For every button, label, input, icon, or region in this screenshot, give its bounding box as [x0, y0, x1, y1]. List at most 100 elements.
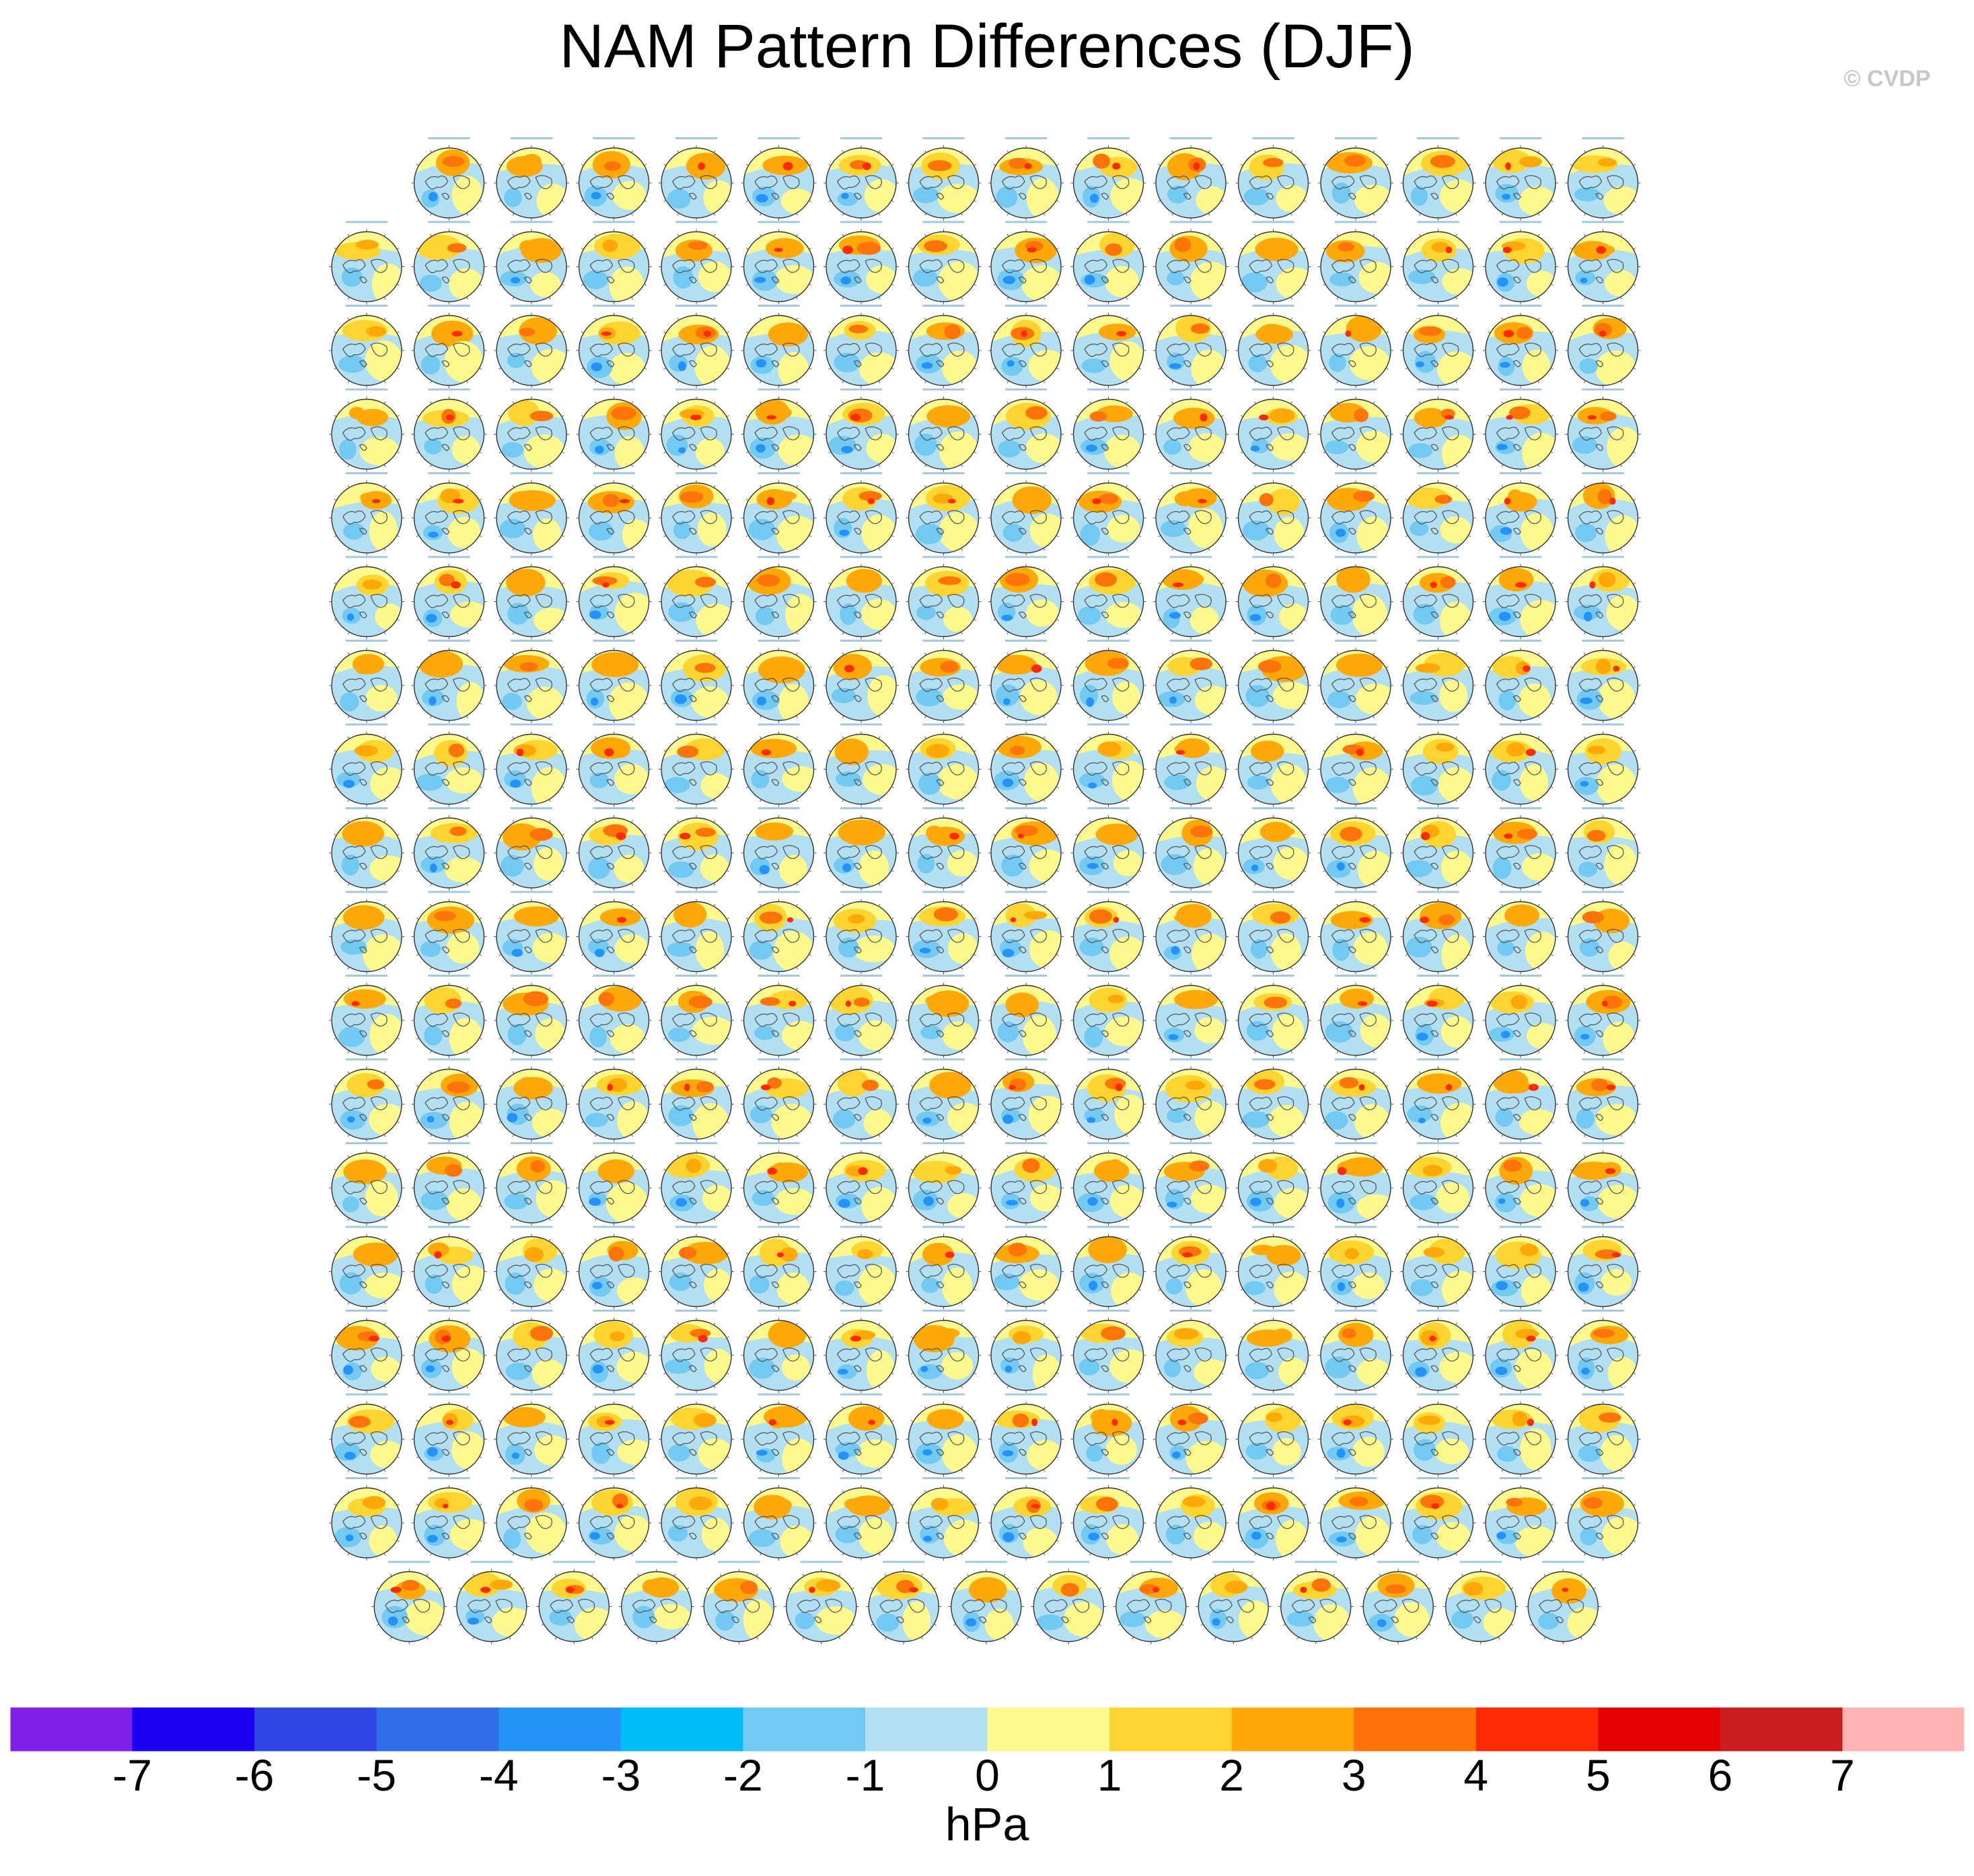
map-panel [906, 472, 982, 556]
map-panel [1483, 556, 1558, 640]
panel-title [510, 1142, 553, 1144]
panel-title [1499, 1226, 1542, 1228]
panel-title [675, 1310, 718, 1312]
map-panel [906, 807, 982, 891]
map-panel [1318, 975, 1393, 1058]
map-panel [741, 807, 817, 891]
map-panel [411, 137, 487, 221]
colorbar-tick-label: -3 [601, 1750, 641, 1800]
map-panel [494, 1142, 569, 1226]
map-panel [988, 1477, 1064, 1561]
map-panel [1318, 1226, 1393, 1310]
panel-title [593, 305, 635, 307]
map-panel [824, 1226, 899, 1310]
panel-title [1004, 137, 1048, 139]
map-panel [988, 1393, 1064, 1477]
panel-title [1334, 556, 1377, 558]
panel-title [758, 807, 800, 809]
panel-title [1582, 975, 1624, 977]
panel-title [593, 1477, 635, 1479]
colorbar-tick-label: 5 [1586, 1750, 1611, 1800]
map-panel [1318, 1393, 1393, 1477]
map-panel [1400, 1058, 1476, 1142]
map-panel [1400, 723, 1476, 807]
map-panel [1278, 1561, 1354, 1645]
map-panel [659, 221, 734, 305]
panel-title [1334, 1226, 1377, 1228]
panel-title [1417, 221, 1459, 223]
map-panel [906, 388, 982, 472]
panel-title [510, 807, 553, 809]
map-panel [411, 1226, 487, 1310]
map-panel [494, 305, 569, 388]
map-panel [701, 1561, 777, 1645]
panel-title [840, 556, 883, 558]
map-panel [371, 1561, 447, 1645]
map-panel [618, 1561, 694, 1645]
map-panel [659, 137, 734, 221]
panel-title [1252, 472, 1294, 474]
map-panel [1235, 1058, 1311, 1142]
map-panel [824, 137, 899, 221]
map-panel [1400, 891, 1476, 975]
panel-title [1087, 137, 1130, 139]
panel-title [840, 640, 883, 642]
map-panel [576, 807, 652, 891]
map-panel [576, 137, 652, 221]
panel-title [1087, 891, 1130, 893]
panel-title [1499, 891, 1542, 893]
panel-title [593, 1310, 635, 1312]
panel-title [758, 472, 800, 474]
panel-title [922, 1058, 965, 1061]
map-panel [659, 891, 734, 975]
panel-title [675, 640, 718, 642]
map-panel [1235, 556, 1311, 640]
map-panel [494, 472, 569, 556]
panel-title [675, 472, 718, 474]
map-panel [1400, 221, 1476, 305]
panel-title [922, 137, 965, 139]
panel-title [593, 556, 635, 558]
panel-title [675, 1142, 718, 1144]
map-panel [659, 556, 734, 640]
panel-title [758, 891, 800, 893]
panel-title [1417, 388, 1459, 391]
panel-title [510, 1477, 553, 1479]
map-panel [494, 807, 569, 891]
panel-title [428, 807, 470, 809]
map-panel [1565, 1393, 1641, 1477]
panel-title [965, 1561, 1007, 1563]
panel-title [1252, 891, 1294, 893]
panel-title [593, 891, 635, 893]
panel-title [922, 807, 965, 809]
panel-title [840, 891, 883, 893]
panel-title [1004, 472, 1048, 474]
panel-title [1252, 640, 1294, 642]
panel-title [593, 640, 635, 642]
map-panel [1070, 1393, 1146, 1477]
map-panel [1483, 1226, 1558, 1310]
colorbar-tick-label: -6 [235, 1750, 275, 1800]
map-panel [741, 1310, 817, 1393]
panel-title [1252, 1393, 1294, 1396]
panel-title [1087, 1477, 1130, 1479]
panel-title [1334, 1310, 1377, 1312]
panel-title [593, 388, 635, 391]
panel-title [675, 221, 718, 223]
map-panel [494, 1393, 569, 1477]
panel-title [758, 1310, 800, 1312]
map-panel [988, 1142, 1064, 1226]
map-panel [329, 305, 404, 388]
map-panel [659, 1393, 734, 1477]
colorbar-tick-label: -4 [479, 1750, 519, 1800]
map-panel [1400, 472, 1476, 556]
map-panel [411, 221, 487, 305]
panel-title [922, 472, 965, 474]
map-panel [659, 1226, 734, 1310]
panel-title [1252, 807, 1294, 809]
map-panel [906, 221, 982, 305]
map-panel [1318, 1142, 1393, 1226]
panel-title [428, 221, 470, 223]
panel-title [428, 975, 470, 977]
map-panel [741, 1393, 817, 1477]
